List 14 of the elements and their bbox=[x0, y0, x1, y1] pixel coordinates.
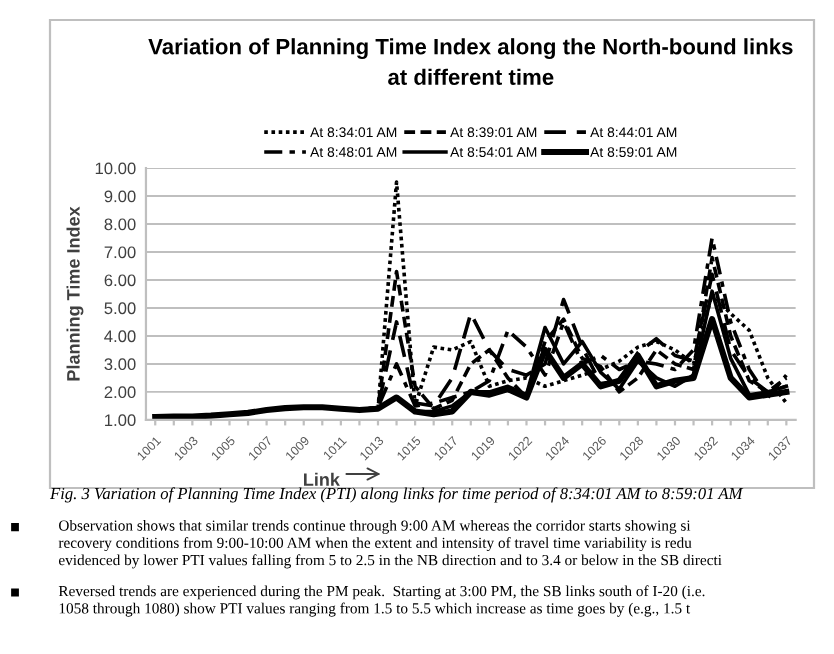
x-axis-title: Link bbox=[304, 472, 340, 486]
y-tick-label: 4.00 bbox=[104, 330, 136, 343]
y-tick-label: 9.00 bbox=[104, 190, 136, 203]
caption: Fig. 3 Variation of Planning Time Index (PTI) along links for time period of 8:34:01 AM to 8:59:01 AM bbox=[49, 487, 744, 503]
y-tick-label: 7.00 bbox=[104, 246, 136, 259]
y-tick-label: 6.00 bbox=[104, 274, 136, 287]
chart-title: Variation of Planning Time Index along the North-bound links at different time bbox=[148, 38, 793, 85]
y-tick-label: 10.00 bbox=[95, 162, 136, 175]
y-axis-title: Planning Time Index bbox=[66, 206, 84, 381]
y-tick-label: 1.00 bbox=[105, 414, 136, 427]
y-tick-label: 2.00 bbox=[104, 386, 136, 399]
y-tick-label: 3.00 bbox=[104, 358, 136, 371]
y-tick-label: 8.00 bbox=[104, 218, 136, 231]
y-tick-label: 5.00 bbox=[104, 302, 136, 315]
